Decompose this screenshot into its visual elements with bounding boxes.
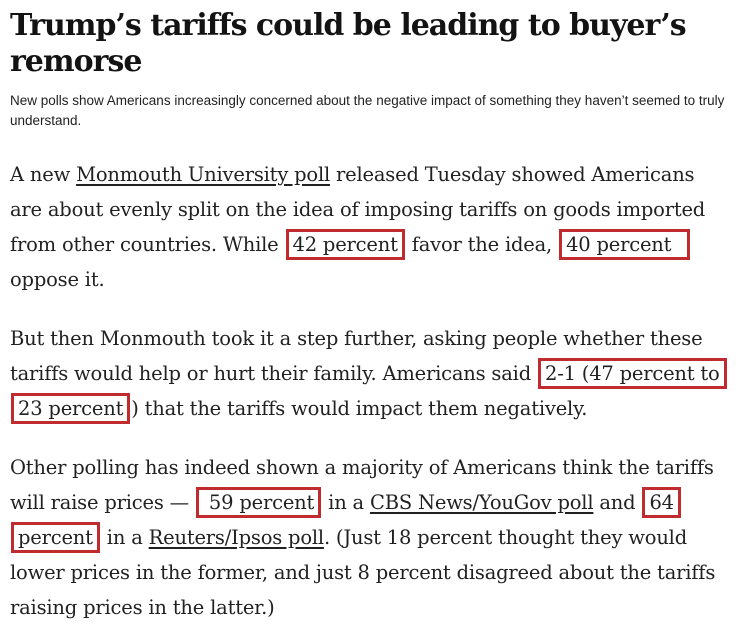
article-body: A new Monmouth University poll released … xyxy=(10,157,740,625)
highlight-box: 64 xyxy=(642,487,681,518)
article-dek: New polls show Americans increasingly co… xyxy=(10,93,725,128)
highlight-box: 23 percent xyxy=(11,393,131,424)
highlight-box: 2-1 (47 percent to xyxy=(537,358,727,389)
highlight-box: 40 percent xyxy=(559,229,691,260)
inline-link[interactable]: Reuters/Ipsos poll xyxy=(148,526,324,549)
highlight-box: 59 percent xyxy=(195,487,322,518)
paragraph-monmouth-split: A new Monmouth University poll released … xyxy=(10,163,706,291)
inline-link[interactable]: Monmouth University poll xyxy=(76,163,331,186)
paragraph-family-impact: But then Monmouth took it a step further… xyxy=(10,321,740,426)
inline-link[interactable]: CBS News/YouGov poll xyxy=(369,491,594,514)
highlight-box: percent xyxy=(11,522,100,553)
article-headline: Trump’s tariffs could be leading to buye… xyxy=(10,8,687,79)
highlight-box: 42 percent xyxy=(285,229,405,260)
paragraph-other-polling: Other polling has indeed shown a majorit… xyxy=(10,456,716,619)
